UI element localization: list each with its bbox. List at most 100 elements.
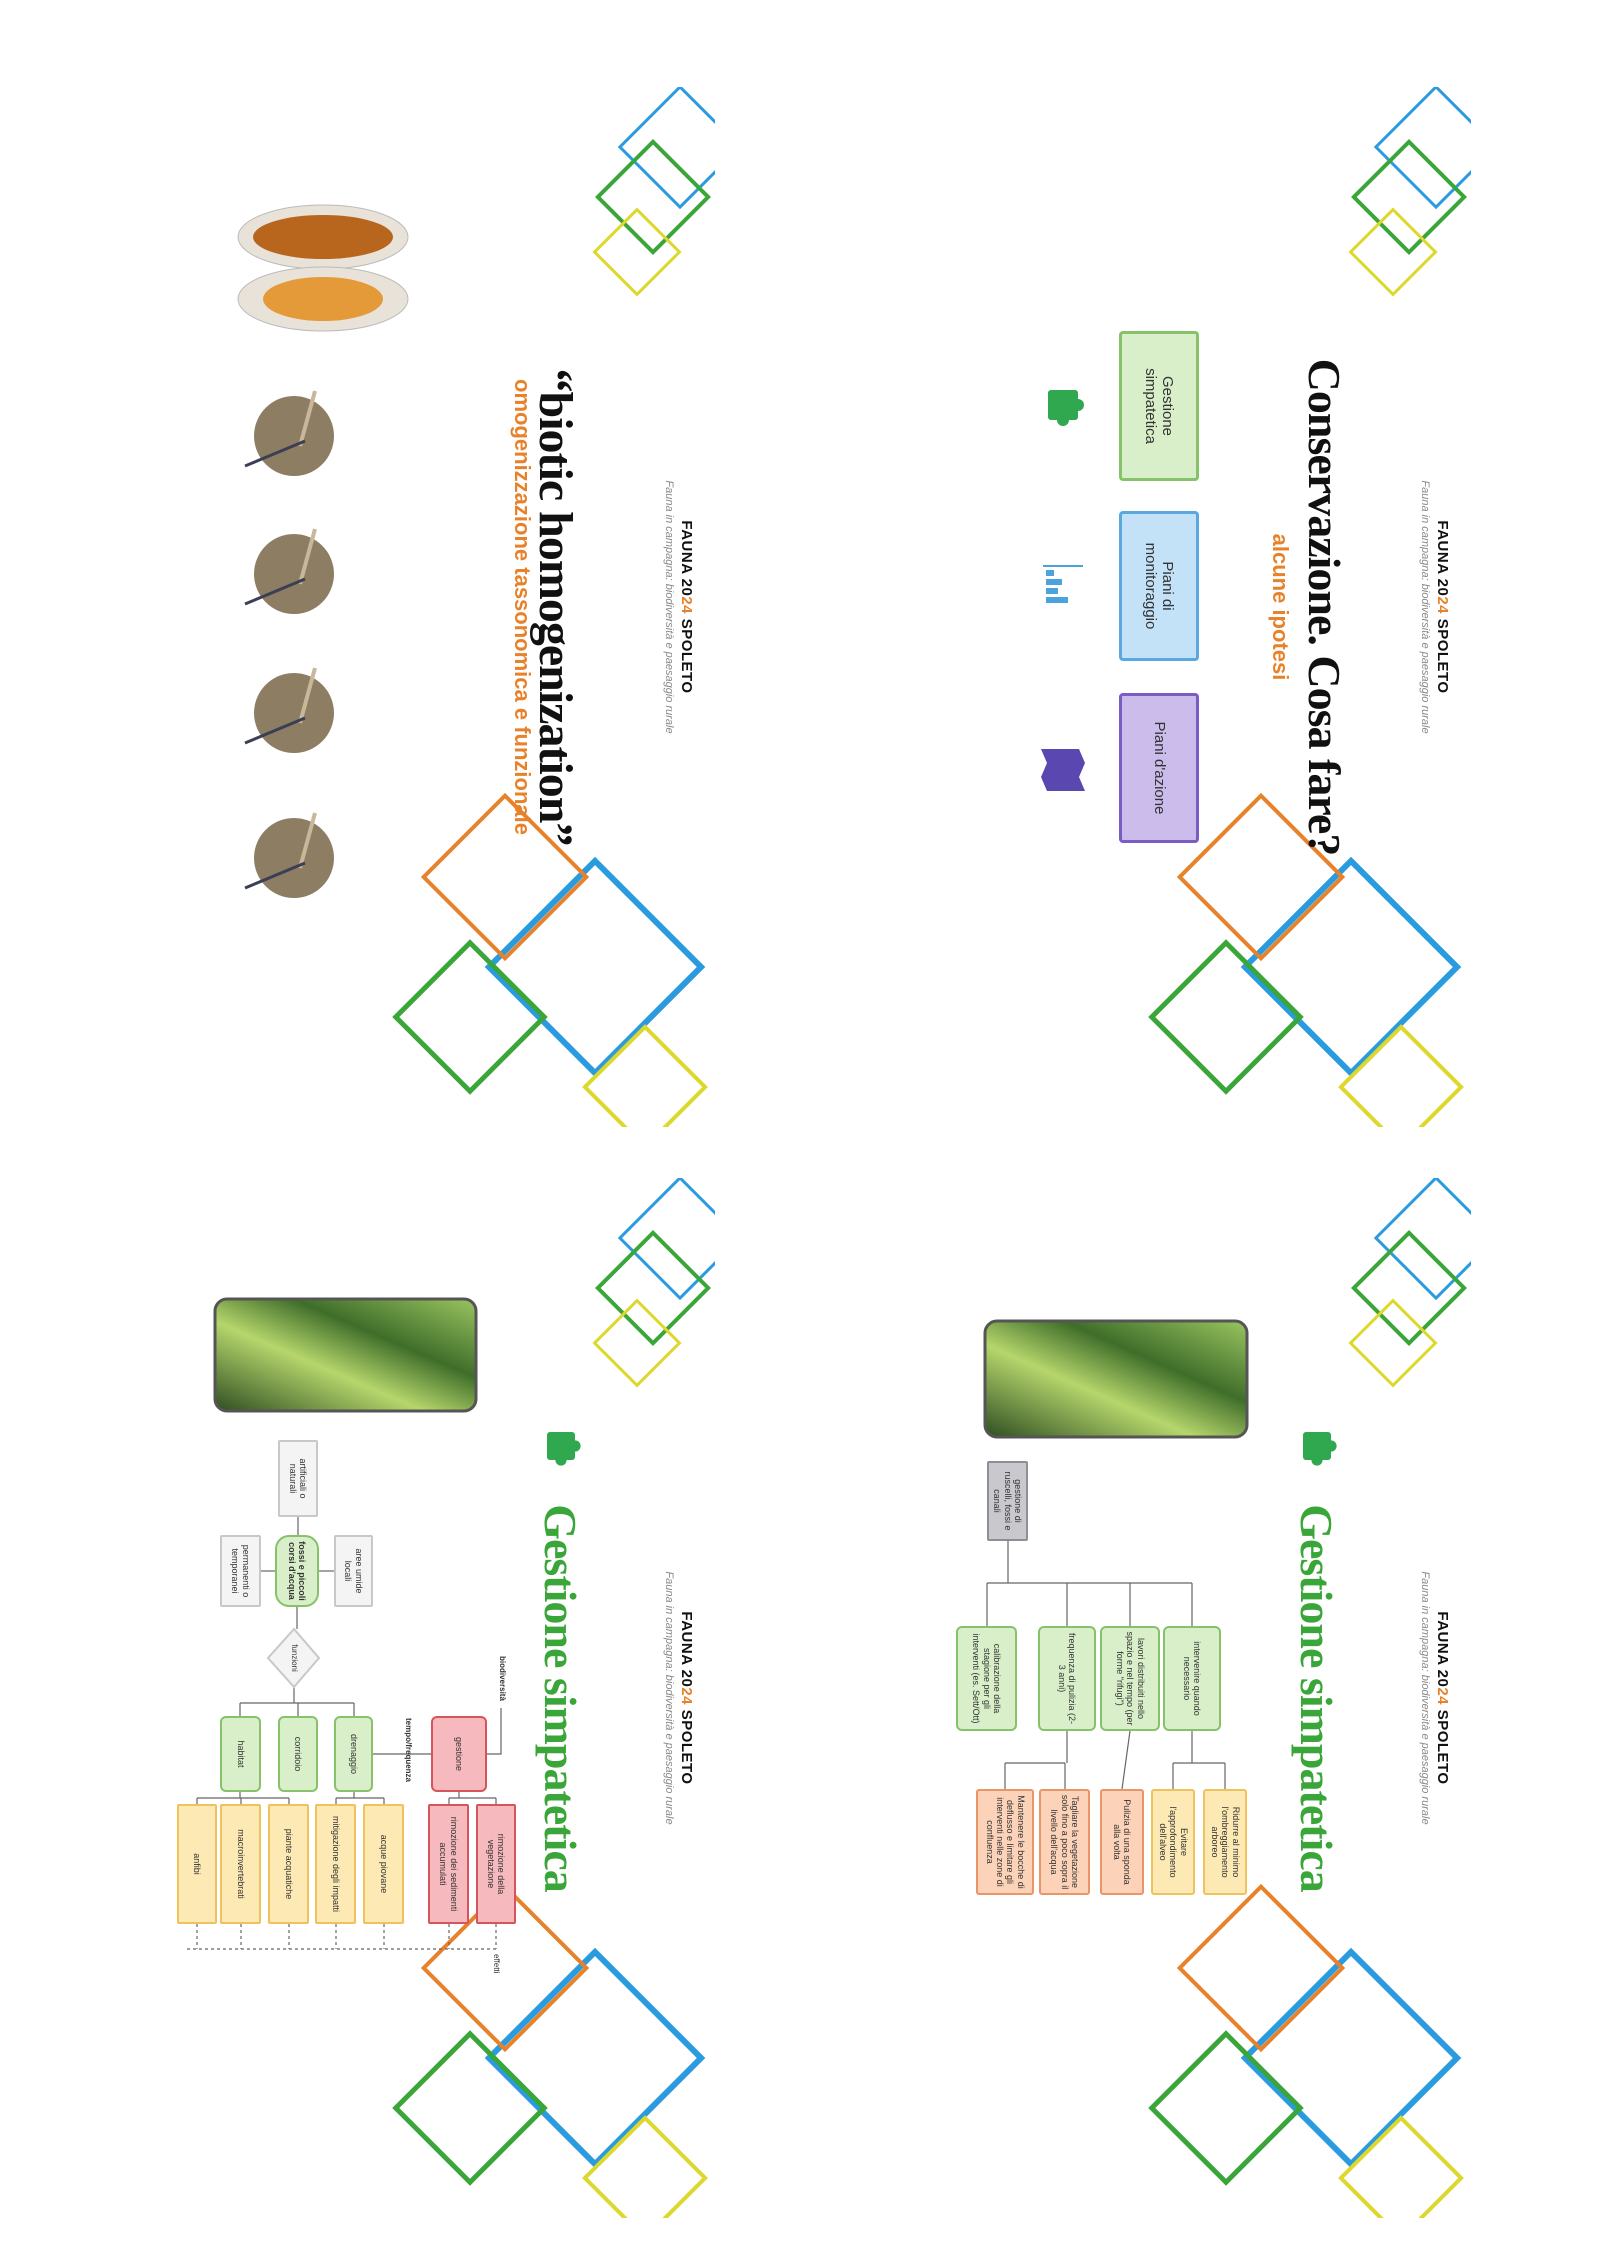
photo xyxy=(983,1319,1249,1439)
flow-box: rimozione della vegetazione xyxy=(476,1804,516,1924)
decor-square xyxy=(617,87,715,210)
dragonfly-photo xyxy=(244,812,334,898)
flow-box: Evitare l'approfondimento dell'alveo xyxy=(1151,1789,1195,1895)
slide-header: FAUNA 2024 SPOLETO Fauna in campagna: bio… xyxy=(1419,357,1451,857)
flow-box: Gestione simpatetica xyxy=(1119,331,1199,481)
brand-end: SPOLETO xyxy=(1434,1705,1451,1785)
brand-accent: 24 xyxy=(1434,1687,1451,1706)
dragonfly-body xyxy=(244,716,306,745)
slide-subtitle: omogenizzazione tassonomica e funzionale xyxy=(510,379,535,835)
flow-box: Mantenere le bocche di deflusso e limita… xyxy=(976,1789,1034,1895)
dragonfly-stick xyxy=(298,528,317,585)
decor-layer xyxy=(187,1178,715,2218)
flow-box: rimozione dei sedimenti accumulati xyxy=(428,1804,469,1924)
connector xyxy=(1121,1730,1131,1790)
decor-square xyxy=(1348,1298,1438,1388)
puzzle-icon xyxy=(1303,1432,1337,1466)
flow-box: piante acquatiche xyxy=(268,1804,309,1924)
slide-title: “biotic homogenization” xyxy=(529,368,582,846)
slide-header: FAUNA 2024 SPOLETO Fauna in campagna: bio… xyxy=(1419,1448,1451,1948)
puzzle-knob xyxy=(1325,1440,1337,1452)
brand-start: FAUNA 20 xyxy=(1434,520,1451,597)
decor-square xyxy=(1348,207,1438,297)
brand-accent: 24 xyxy=(1434,596,1451,615)
chart-icon xyxy=(1043,565,1083,603)
decor-square xyxy=(420,792,590,962)
brand-start: FAUNA 20 xyxy=(1434,1611,1451,1688)
flow-box: Ridurre al minimo l'ombreggiamento arbor… xyxy=(1203,1789,1247,1895)
flow-box: Piani d'azione xyxy=(1119,693,1199,843)
decor-square xyxy=(1373,1178,1471,1301)
flow-box: Tagliare la vegetazione solo fino a poco… xyxy=(1039,1789,1090,1895)
brand-accent: 24 xyxy=(678,596,695,615)
dragonfly-stick xyxy=(298,812,317,869)
decor-square xyxy=(1338,2115,1464,2218)
note-label: biodiversità xyxy=(498,1656,507,1701)
puzzle-knob xyxy=(555,1454,567,1466)
decor-square xyxy=(1338,1024,1464,1127)
flow-box: frequenza di pulizia (2-3 anni) xyxy=(1038,1626,1096,1731)
puzzle-knob xyxy=(1072,399,1084,411)
decor-square xyxy=(1351,139,1467,255)
decor-layer xyxy=(1041,87,1471,1127)
tagline: Fauna in campagna: biodiversità e paesag… xyxy=(663,1571,675,1825)
decor-square xyxy=(617,1178,715,1301)
dragonfly-bg xyxy=(254,673,334,753)
dragonfly-body xyxy=(244,861,306,890)
decor-square xyxy=(420,1883,590,2053)
flow-box: mitigazione degli impatti xyxy=(315,1804,356,1924)
flow-box: permanenti o temporanei xyxy=(220,1535,261,1607)
slide-frame: FAUNA 2024 SPOLETO Fauna in campagna: bio… xyxy=(931,87,1471,1127)
brand-start: FAUNA 20 xyxy=(678,520,695,597)
brand-end: SPOLETO xyxy=(1434,614,1451,694)
puzzle-knob xyxy=(1311,1454,1323,1466)
slide-subtitle: alcune ipotesi xyxy=(1268,533,1293,681)
decor-square xyxy=(1351,1230,1467,1346)
note-label: tempo/frequenza xyxy=(404,1718,413,1783)
slide-biotic: FAUNA 2024 SPOLETO Fauna in campagna: bio… xyxy=(175,87,715,1127)
flow-box: lavori distribuiti nello spazio e nel te… xyxy=(1100,1626,1160,1731)
decor-square xyxy=(1373,87,1471,210)
puzzle-icon xyxy=(547,1432,581,1466)
decor-square xyxy=(595,1230,711,1346)
flow-box: gestione di ruscelli, fossi e canali xyxy=(987,1461,1028,1541)
chart-icon-bar xyxy=(1046,597,1068,603)
decor-square xyxy=(582,2115,708,2218)
decor-square xyxy=(595,139,711,255)
dragonfly-photo xyxy=(244,667,334,753)
brand: FAUNA 2024 SPOLETO xyxy=(1434,1448,1451,1948)
slide-frame: FAUNA 2024 SPOLETO Fauna in campagna: bio… xyxy=(175,87,715,1127)
chart-icon-bar xyxy=(1046,588,1058,594)
photo xyxy=(213,1297,478,1413)
puzzle-knob xyxy=(1057,414,1069,426)
dragonfly-photo xyxy=(244,528,334,614)
decision-diamond xyxy=(266,1627,321,1689)
brand: FAUNA 2024 SPOLETO xyxy=(678,1448,695,1948)
dragonfly-photo xyxy=(244,390,334,476)
decor-square xyxy=(1148,939,1304,1095)
brand-end: SPOLETO xyxy=(678,614,695,694)
effects-label: effetti xyxy=(492,1954,501,1974)
brand: FAUNA 2024 SPOLETO xyxy=(678,357,695,857)
map-icon xyxy=(1041,749,1085,791)
flow-box: corridoio xyxy=(278,1716,318,1792)
flow-box: calibrazione della stagione per gli inte… xyxy=(956,1626,1017,1731)
decor-square xyxy=(592,207,682,297)
decor-square xyxy=(1176,792,1346,962)
puzzle-body xyxy=(1048,390,1078,420)
dragonfly-body xyxy=(244,577,306,606)
dragonfly-body xyxy=(244,439,306,468)
tagline: Fauna in campagna: biodiversità e paesag… xyxy=(1419,1571,1431,1825)
slide-header: FAUNA 2024 SPOLETO Fauna in campagna: bio… xyxy=(663,357,695,857)
puzzle-icon xyxy=(1048,390,1084,426)
puzzle-body xyxy=(547,1432,575,1460)
tagline: Fauna in campagna: biodiversità e paesag… xyxy=(1419,480,1431,734)
dragonfly-stick xyxy=(298,390,317,447)
slide-title: Gestione simpatetica xyxy=(535,1504,586,1892)
tagline: Fauna in campagna: biodiversità e paesag… xyxy=(663,480,675,734)
decor-square xyxy=(582,1024,708,1127)
brand-end: SPOLETO xyxy=(678,1705,695,1785)
flow-box: intervenire quando necessario xyxy=(1163,1626,1221,1731)
hourglass-sand xyxy=(263,277,383,321)
